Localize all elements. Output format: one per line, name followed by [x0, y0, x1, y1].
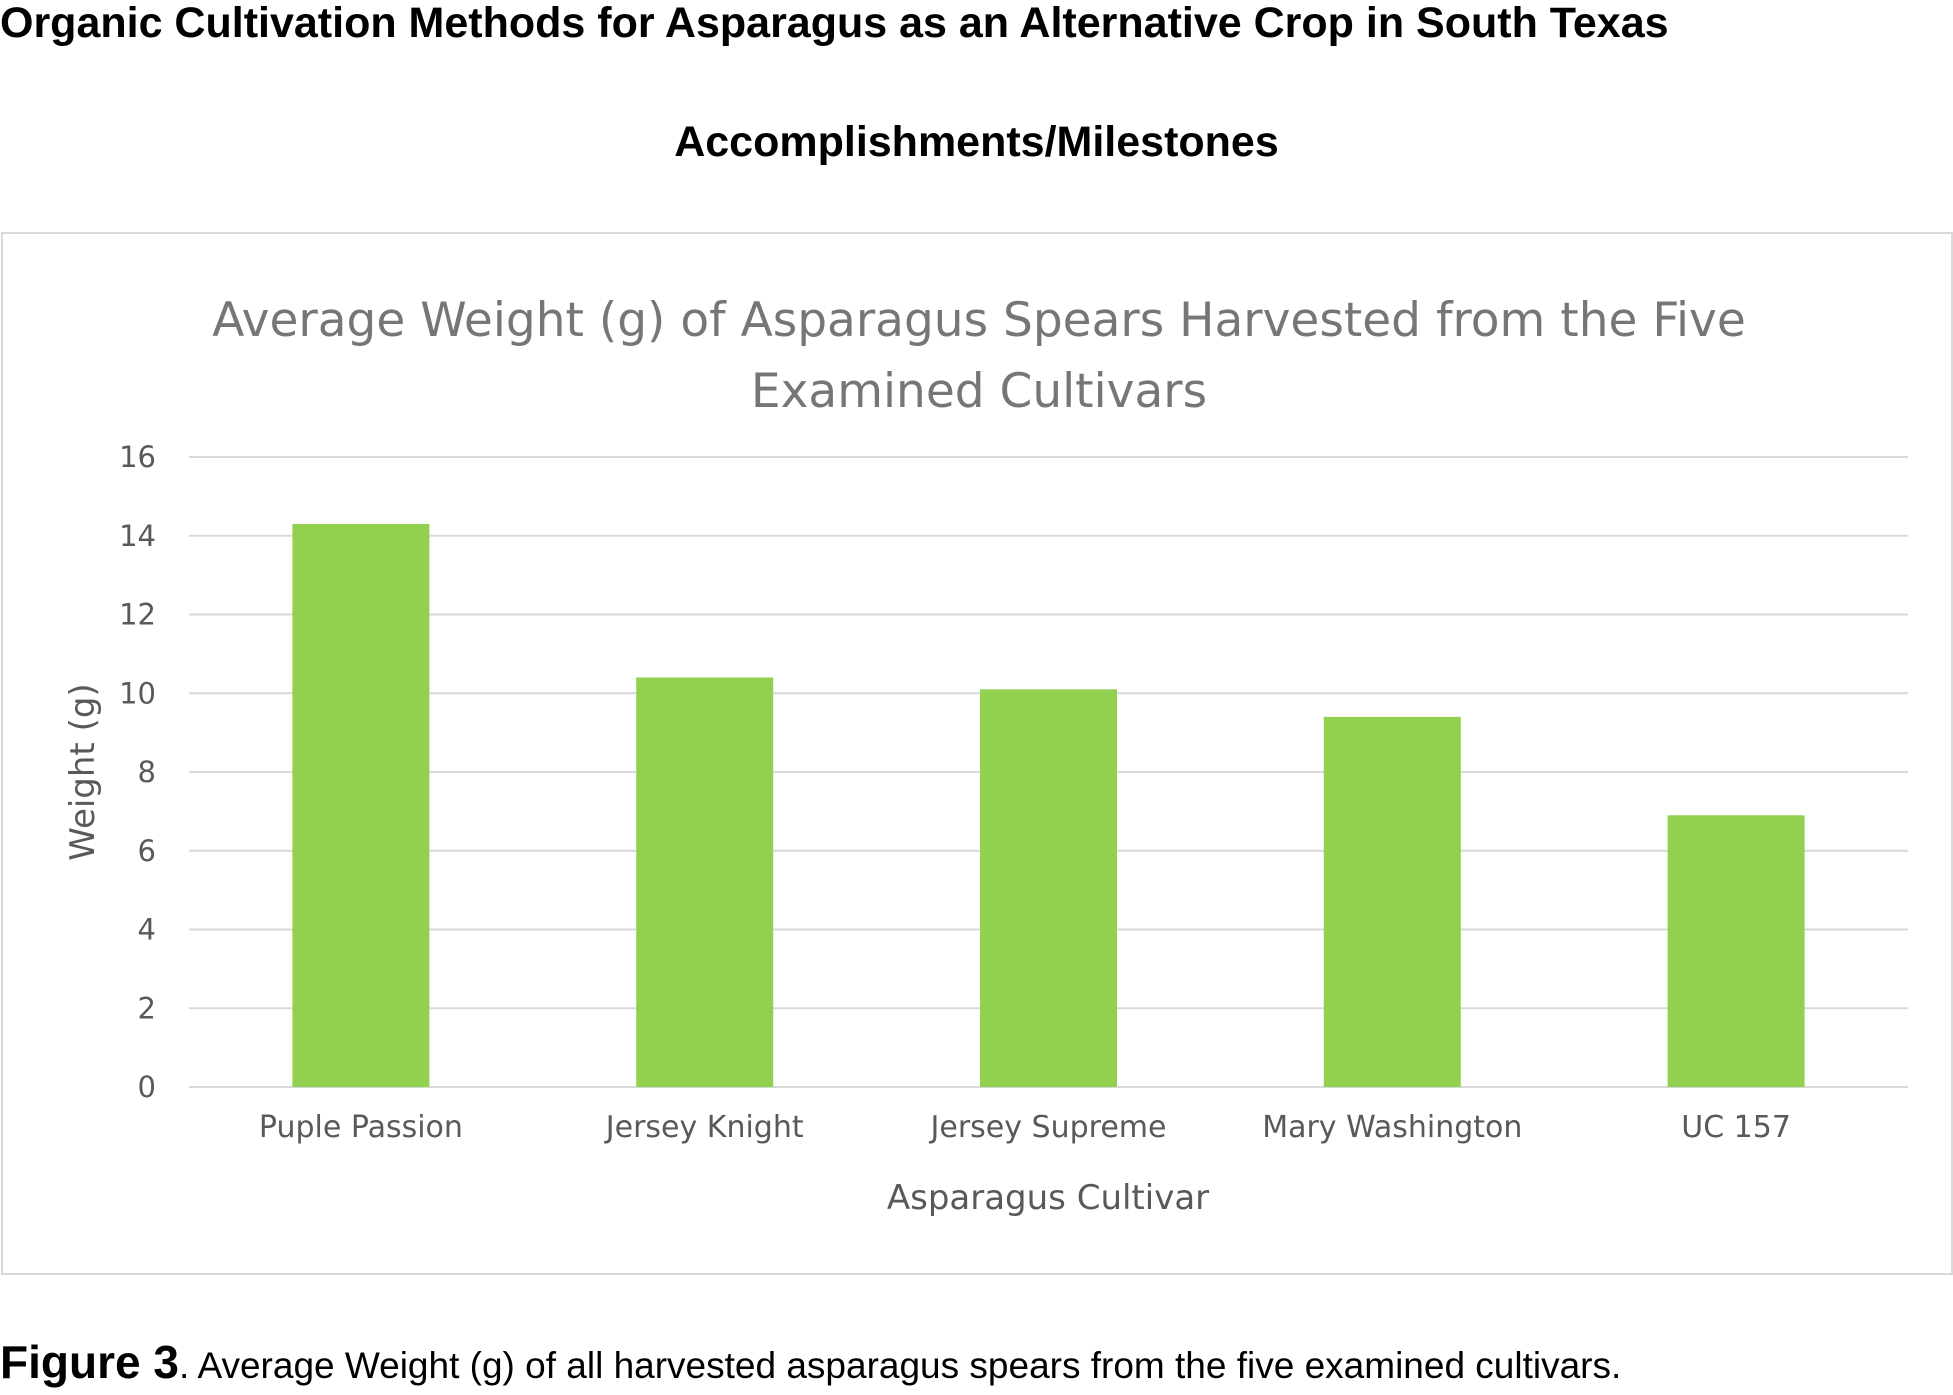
bar-chart: Average Weight (g) of Asparagus Spears H… [63, 293, 1908, 1218]
y-tick-label: 12 [119, 598, 156, 632]
x-category-label: Jersey Supreme [929, 1110, 1167, 1145]
y-tick-label: 14 [119, 519, 156, 553]
y-tick-label: 4 [138, 913, 156, 947]
section-heading: Accomplishments/Milestones [674, 118, 1279, 166]
x-category-labels: Puple Passion Jersey Knight Jersey Supreme… [259, 1110, 1791, 1145]
x-category-label: UC 157 [1681, 1110, 1791, 1145]
x-category-label: Puple Passion [259, 1110, 463, 1145]
bar [980, 689, 1117, 1087]
bar [292, 523, 430, 1087]
y-tick-label: 8 [138, 755, 156, 789]
bars [292, 523, 1805, 1087]
y-tick-label: 10 [119, 676, 156, 710]
bar [636, 677, 774, 1087]
bar [1667, 815, 1805, 1087]
caption-label: Figure 3 [0, 1336, 179, 1388]
bar [1323, 716, 1461, 1087]
y-tick-label: 2 [138, 991, 156, 1025]
chart-title-line-1: Average Weight (g) of Asparagus Spears H… [212, 293, 1746, 348]
y-tick-labels: 0 2 4 6 8 10 12 14 16 [119, 440, 156, 1104]
x-category-label: Jersey Knight [604, 1110, 804, 1145]
document-title: Organic Cultivation Methods for Asparagu… [0, 0, 1669, 47]
y-tick-label: 0 [138, 1070, 156, 1104]
y-tick-label: 16 [119, 440, 156, 474]
figure-caption: Figure 3. Average Weight (g) of all harv… [0, 1338, 1953, 1390]
y-tick-label: 6 [138, 834, 156, 868]
x-category-label: Mary Washington [1262, 1110, 1522, 1145]
chart-title-line-2: Examined Cultivars [751, 364, 1207, 419]
y-axis-title: Weight (g) [63, 683, 103, 860]
x-axis-title: Asparagus Cultivar [887, 1178, 1209, 1218]
caption-text: . Average Weight (g) of all harvested as… [178, 1345, 1622, 1386]
